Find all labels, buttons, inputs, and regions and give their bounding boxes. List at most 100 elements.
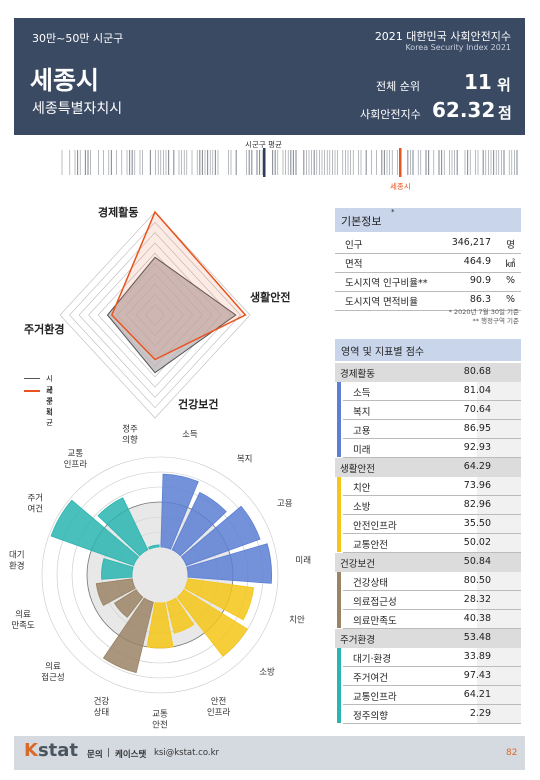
kstat-logo-k: K: [24, 740, 38, 761]
report-subtitle: Korea Security Index 2021: [405, 43, 511, 52]
barcode-avg-label: 시군구 평균: [245, 140, 282, 149]
score-item-row: 치안 73.96: [335, 477, 521, 496]
radar-city-polygon: [110, 210, 247, 361]
polar-label: 대기 환경: [9, 550, 25, 571]
score-item-value: 28.32: [463, 594, 491, 605]
score-item-row: 소득 81.04: [335, 382, 521, 401]
score-item-row: 대기·환경 33.89: [335, 648, 521, 667]
score-section-name: 주거환경: [340, 635, 375, 646]
basic-info-label: 도시지역 인구비율**: [345, 278, 428, 289]
score-item-name: 미래: [353, 445, 371, 456]
rank-barcode: [61, 148, 518, 177]
score-item-row: 의료접근성 28.32: [335, 591, 521, 610]
radar-grid-ring: [69, 221, 241, 409]
polar-label: 미래: [295, 556, 311, 566]
kstat-logo-rest: stat: [37, 740, 79, 761]
polar-label: 정주 의향: [122, 424, 138, 446]
score-item-value: 86.95: [463, 423, 491, 434]
score-value: 62.32: [432, 98, 496, 122]
legend-avg-label: 시군구 평균: [46, 374, 53, 427]
score-item-name: 안전인프라: [353, 521, 397, 532]
score-item-value: 2.29: [469, 708, 491, 719]
rank-unit: 위: [497, 76, 511, 94]
radar-chart: [59, 210, 251, 419]
footer: Kstat 문의 | 케이스탯 ksi@kstat.co.kr 82: [14, 736, 525, 770]
polar-label: 주거 여건: [27, 494, 43, 515]
score-label: 사회안전지수: [360, 108, 421, 121]
polar-bar: [50, 499, 140, 567]
score-section-name: 경제활동: [340, 369, 375, 380]
scores-title: 영역 및 지표별 점수: [341, 347, 425, 358]
polar-label: 소득: [182, 430, 198, 440]
score-section-color-bar: [337, 382, 341, 457]
basic-info-label: 도시지역 면적비율: [345, 297, 418, 308]
score-item-name: 교통안전: [353, 540, 388, 551]
score-item-row: 안전인프라 35.50: [335, 515, 521, 534]
score-item-row: 정주의향 2.29: [335, 705, 521, 724]
radar-axis-economy: 경제활동: [98, 206, 139, 219]
legend-city-label: 세종시: [46, 386, 53, 417]
basic-info-note-2: ** 행정구역 기준: [472, 317, 519, 325]
score-section-name: 생활안전: [340, 464, 375, 475]
basic-info-title-sup: *: [391, 208, 395, 216]
score-section-row: 경제활동 80.68: [335, 363, 521, 382]
polar-bar: [146, 602, 174, 649]
score-item-value: 92.93: [463, 442, 491, 453]
basic-info-label: 인구: [345, 240, 363, 251]
rank-label: 전체 순위: [376, 80, 420, 93]
polar-label: 건강 상태: [94, 696, 110, 718]
rank-value: 11: [464, 70, 492, 94]
basic-info-row: 면적 464.9 ㎢: [335, 253, 521, 273]
score-item-value: 33.89: [463, 651, 491, 662]
basic-info-unit: 명: [506, 240, 515, 251]
score-item-value: 35.50: [463, 518, 491, 529]
score-item-value: 73.96: [463, 480, 491, 491]
header-banner: 30만~50만 시군구 2021 대한민국 사회안전지수 Korea Secur…: [14, 18, 525, 135]
score-item-name: 의료만족도: [353, 616, 397, 627]
basic-info-note-1: * 2020년 7월 30일 기준: [448, 308, 519, 316]
basic-info-value: 346,217: [451, 237, 491, 248]
legend-city-swatch: [24, 390, 40, 392]
polar-bar: [101, 558, 134, 580]
radar-grid-ring: [78, 232, 232, 398]
city-full-name: 세종특별자치시: [32, 101, 123, 117]
polar-bar: [166, 597, 195, 634]
score-item-value: 97.43: [463, 670, 491, 681]
score-item-name: 정주의향: [353, 711, 388, 722]
score-item-row: 미래 92.93: [335, 439, 521, 458]
score-unit: 점: [498, 104, 512, 122]
contact-label: 문의: [87, 750, 103, 760]
basic-info-title: 기본정보: [341, 215, 382, 228]
contact-email[interactable]: ksi@kstat.co.kr: [154, 748, 219, 758]
score-item-name: 치안: [353, 483, 371, 494]
barcode-city-marker: [399, 148, 402, 177]
score-item-row: 주거여건 97.43: [335, 667, 521, 686]
score-item-name: 주거여건: [353, 673, 388, 684]
basic-info-header: 기본정보 *: [335, 208, 521, 232]
score-section-row: 생활안전 64.29: [335, 458, 521, 477]
score-item-row: 고용 86.95: [335, 420, 521, 439]
basic-info-label: 면적: [345, 259, 363, 270]
score-section-row: 건강보건 50.84: [335, 553, 521, 572]
polar-bar: [97, 497, 149, 557]
polar-bar: [95, 578, 136, 607]
score-item-name: 교통인프라: [353, 692, 397, 703]
score-section-row: 주거환경 53.48: [335, 629, 521, 648]
score-item-name: 고용: [353, 426, 371, 437]
polar-label: 교통 인프라: [64, 449, 88, 470]
score-item-row: 의료만족도 40.38: [335, 610, 521, 629]
polar-bar: [176, 589, 248, 657]
city-name: 세종시: [30, 66, 100, 95]
score-item-name: 소득: [353, 388, 371, 399]
score-section-value: 80.68: [463, 366, 491, 377]
score-section-color-bar: [337, 477, 341, 552]
basic-info-value: 90.9: [469, 275, 491, 286]
basic-info-value: 86.3: [469, 294, 491, 305]
score-section-value: 50.84: [463, 556, 491, 567]
score-item-row: 소방 82.96: [335, 496, 521, 515]
score-item-name: 대기·환경: [353, 654, 391, 665]
polar-label: 안전 인프라: [207, 696, 231, 718]
barcode-city-label: 세종시: [390, 182, 411, 191]
barcode-avg-marker: [263, 148, 266, 177]
